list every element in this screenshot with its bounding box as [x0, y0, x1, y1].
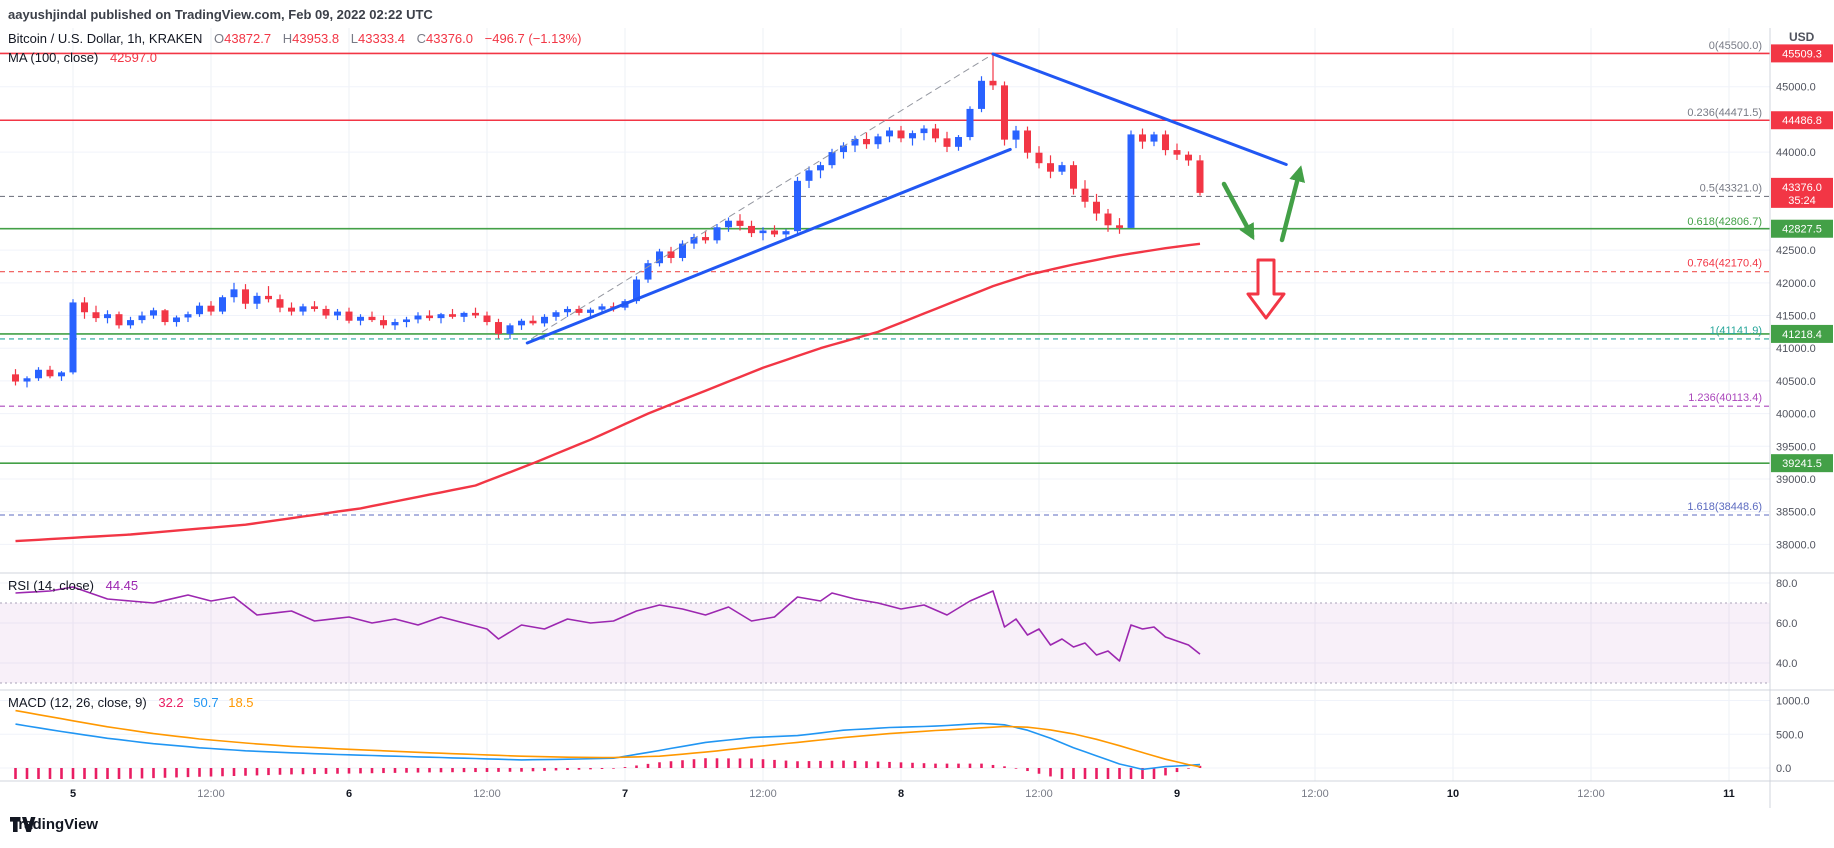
svg-text:43376.0: 43376.0: [1782, 182, 1822, 194]
svg-text:1000.0: 1000.0: [1776, 696, 1810, 708]
tradingview-logo[interactable]: TradingView: [10, 816, 98, 833]
svg-text:44486.8: 44486.8: [1782, 115, 1822, 127]
price-axis[interactable]: 45000.0 44000.0 42500.0 42000.0 41500.0 41000…: [1776, 82, 1816, 775]
svg-text:0.236(44471.5): 0.236(44471.5): [1687, 107, 1762, 119]
svg-text:41000.0: 41000.0: [1776, 343, 1816, 355]
svg-text:41218.4: 41218.4: [1782, 329, 1822, 341]
ohlc-open-value: 43872.7: [224, 31, 272, 46]
svg-text:12:00: 12:00: [1025, 788, 1053, 800]
svg-text:39500.0: 39500.0: [1776, 441, 1816, 453]
ma-100-line: [15, 242, 1201, 543]
svg-text:12:00: 12:00: [1301, 788, 1329, 800]
rsi-legend: RSI (14, close) 44.45: [8, 578, 138, 593]
svg-text:0.618(42806.7): 0.618(42806.7): [1687, 216, 1762, 228]
price-tags: 45509.3 44486.8 43376.035:24 42827.5 41218.4…: [1771, 44, 1833, 473]
tradingview-logo-icon: [10, 817, 36, 832]
svg-text:10: 10: [1447, 788, 1459, 800]
svg-text:42827.5: 42827.5: [1782, 224, 1822, 236]
ohlc-high-value: 43953.8: [292, 31, 340, 46]
svg-text:500.0: 500.0: [1776, 729, 1804, 741]
svg-text:40500.0: 40500.0: [1776, 376, 1816, 388]
svg-text:12:00: 12:00: [1577, 788, 1605, 800]
ohlc-close-key: C: [416, 31, 426, 46]
svg-text:7: 7: [622, 788, 628, 800]
svg-text:1.618(38448.6): 1.618(38448.6): [1687, 501, 1762, 513]
svg-text:45509.3: 45509.3: [1782, 48, 1822, 60]
fib-lines: [0, 195, 1770, 516]
svg-text:5: 5: [70, 788, 76, 800]
fib-labels: 0(45500.0) 0.236(44471.5) 0.5(43321.0) 0.61…: [1687, 40, 1762, 513]
svg-text:9: 9: [1174, 788, 1180, 800]
currency-label[interactable]: USD: [1789, 30, 1815, 44]
rsi-value: 44.45: [105, 578, 139, 593]
macd-signal-line: [15, 709, 1201, 768]
ma-label: MA (100, close): [8, 50, 99, 65]
ma-legend: MA (100, close) 42597.0: [8, 50, 157, 65]
svg-text:0.0: 0.0: [1776, 763, 1791, 775]
svg-text:0.5(43321.0): 0.5(43321.0): [1700, 182, 1762, 194]
macd-signal-value: 18.5: [228, 695, 254, 710]
svg-text:0(45500.0): 0(45500.0): [1709, 40, 1762, 52]
svg-text:42500.0: 42500.0: [1776, 245, 1816, 257]
svg-text:12:00: 12:00: [197, 788, 225, 800]
grid-lines: [0, 28, 1770, 781]
ohlc-close-value: 43376.0: [426, 31, 473, 46]
rsi-line: [15, 586, 1201, 662]
svg-text:38500.0: 38500.0: [1776, 507, 1816, 519]
macd-line: [15, 722, 1201, 771]
ohlc-open-key: O: [213, 31, 225, 46]
svg-text:42000.0: 42000.0: [1776, 278, 1816, 290]
svg-text:80.0: 80.0: [1776, 578, 1797, 590]
ohlc-low-value: 43333.4: [357, 31, 405, 46]
svg-text:38000.0: 38000.0: [1776, 539, 1816, 551]
svg-text:44000.0: 44000.0: [1776, 147, 1816, 159]
time-axis[interactable]: 5 12:00 6 12:00 7 12:00 8 12:00 9 12:00 10 12:00 11: [70, 788, 1735, 800]
svg-text:12:00: 12:00: [473, 788, 501, 800]
svg-text:1.236(40113.4): 1.236(40113.4): [1688, 392, 1762, 404]
svg-text:8: 8: [898, 788, 904, 800]
macd-label: MACD (12, 26, close, 9): [8, 695, 147, 710]
price-change: −496.7 (−1.13%): [484, 31, 582, 46]
svg-text:41500.0: 41500.0: [1776, 311, 1816, 323]
rsi-band: [0, 602, 1770, 684]
svg-text:12:00: 12:00: [749, 788, 777, 800]
svg-text:45000.0: 45000.0: [1776, 82, 1816, 94]
horizontal-lines: [0, 52, 1770, 464]
macd-hist-value: 32.2: [158, 695, 184, 710]
ohlc-low-key: L: [350, 31, 358, 46]
rsi-label: RSI (14, close): [8, 578, 94, 593]
svg-text:1(41141.9): 1(41141.9): [1710, 325, 1762, 337]
publish-watermark: aayushjindal published on TradingView.co…: [8, 7, 433, 22]
svg-text:40000.0: 40000.0: [1776, 409, 1816, 421]
candles: [12, 54, 1204, 388]
macd-legend: MACD (12, 26, close, 9) 32.2 50.7 18.5: [8, 695, 254, 710]
svg-text:39000.0: 39000.0: [1776, 474, 1816, 486]
symbol-legend: Bitcoin / U.S. Dollar, 1h, KRAKEN O43872…: [8, 31, 581, 46]
svg-text:39241.5: 39241.5: [1782, 458, 1822, 470]
trendlines: [525, 52, 1288, 345]
svg-text:6: 6: [346, 788, 352, 800]
forecast-arrows: [1221, 165, 1306, 320]
symbol-title[interactable]: Bitcoin / U.S. Dollar, 1h, KRAKEN: [8, 31, 203, 46]
svg-text:11: 11: [1723, 788, 1735, 800]
svg-text:0.764(42170.4): 0.764(42170.4): [1687, 258, 1762, 270]
pane-separators: [0, 28, 1834, 808]
svg-text:35:24: 35:24: [1788, 195, 1816, 207]
macd-histogram: [14, 758, 1202, 779]
ma-value: 42597.0: [109, 50, 157, 65]
macd-main-value: 50.7: [193, 695, 219, 710]
ohlc-high-key: H: [282, 31, 293, 46]
svg-text:60.0: 60.0: [1776, 618, 1797, 630]
svg-text:40.0: 40.0: [1776, 658, 1797, 670]
